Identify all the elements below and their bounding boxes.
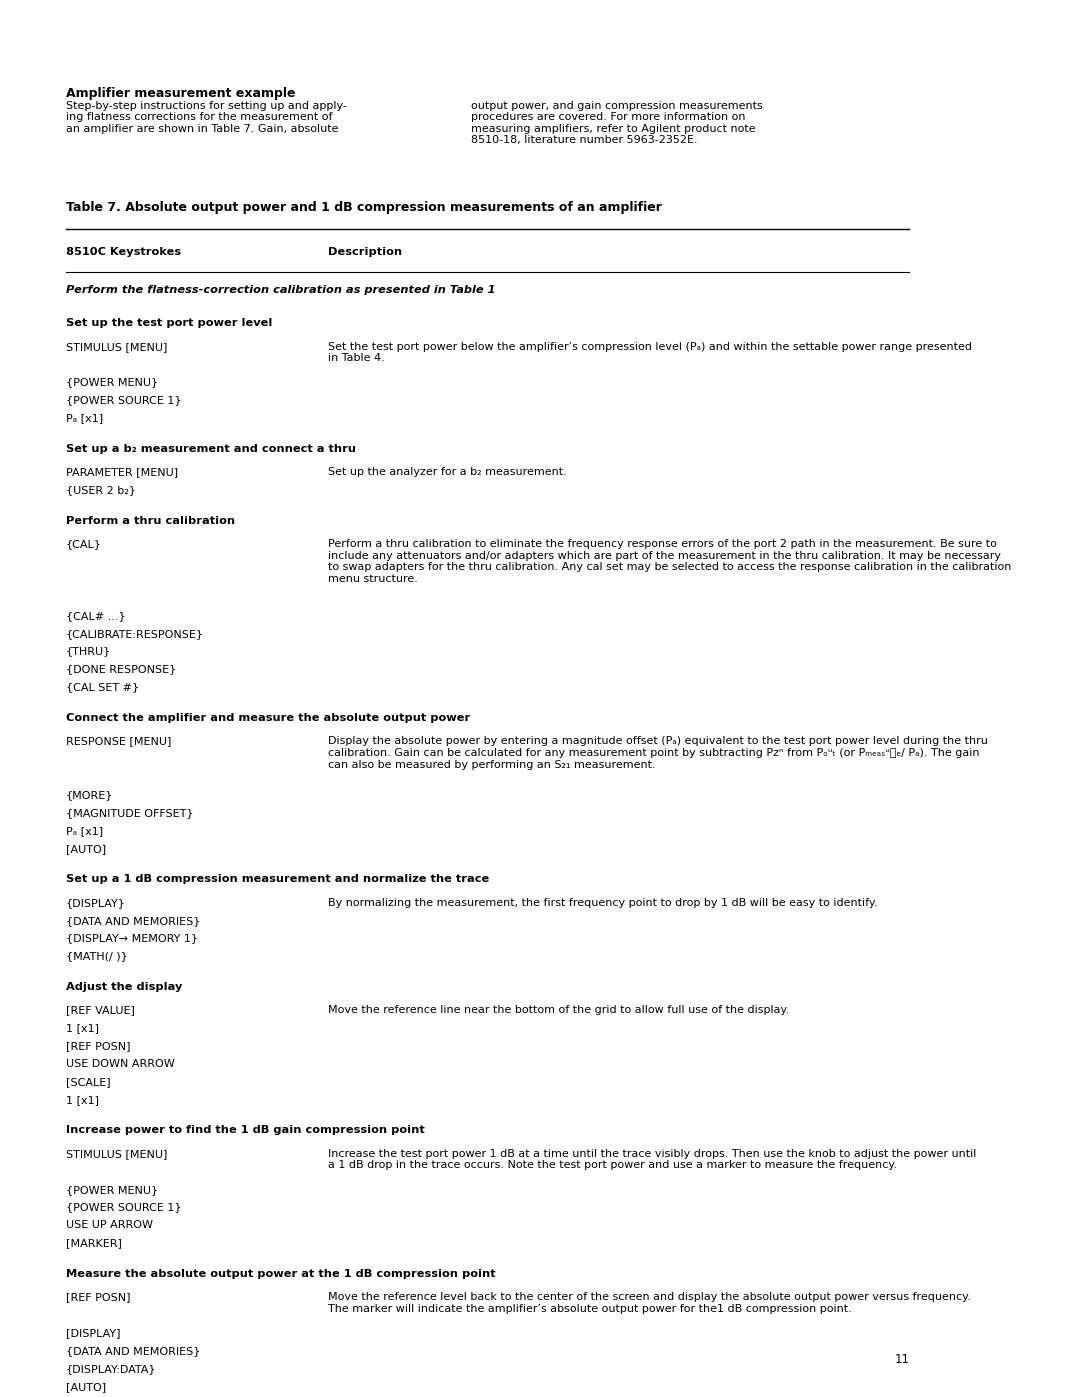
Text: [REF POSN]: [REF POSN] [66, 1041, 131, 1051]
Text: 1 [x1]: 1 [x1] [66, 1095, 99, 1105]
Text: Set the test port power below the amplifier’s compression level (Pₐ) and within : Set the test port power below the amplif… [328, 342, 972, 363]
Text: Pₐ [x1]: Pₐ [x1] [66, 414, 103, 423]
Text: Table 7. Absolute output power and 1 dB compression measurements of an amplifier: Table 7. Absolute output power and 1 dB … [66, 201, 662, 214]
Text: Step-by-step instructions for setting up and apply-
ing flatness corrections for: Step-by-step instructions for setting up… [66, 101, 347, 134]
Text: Set up a b₂ measurement and connect a thru: Set up a b₂ measurement and connect a th… [66, 444, 356, 454]
Text: {DONE RESPONSE}: {DONE RESPONSE} [66, 665, 176, 675]
Text: 1 [x1]: 1 [x1] [66, 1024, 99, 1034]
Text: {MAGNITUDE OFFSET}: {MAGNITUDE OFFSET} [66, 807, 193, 817]
Text: {POWER MENU}: {POWER MENU} [66, 377, 158, 387]
Text: {POWER MENU}: {POWER MENU} [66, 1185, 158, 1194]
Text: {DISPLAY:DATA}: {DISPLAY:DATA} [66, 1363, 157, 1373]
Text: Set up the test port power level: Set up the test port power level [66, 319, 272, 328]
Text: 11: 11 [894, 1354, 909, 1366]
Text: PARAMETER [MENU]: PARAMETER [MENU] [66, 468, 178, 478]
Text: Increase the test port power 1 dB at a time until the trace visibly drops. Then : Increase the test port power 1 dB at a t… [328, 1148, 976, 1171]
Text: [AUTO]: [AUTO] [66, 844, 106, 854]
Text: USE DOWN ARROW: USE DOWN ARROW [66, 1059, 175, 1069]
Text: Set up a 1 dB compression measurement and normalize the trace: Set up a 1 dB compression measurement an… [66, 875, 489, 884]
Text: {POWER SOURCE 1}: {POWER SOURCE 1} [66, 395, 181, 405]
Text: Amplifier measurement example: Amplifier measurement example [66, 87, 296, 99]
Text: {CAL SET #}: {CAL SET #} [66, 682, 139, 693]
Text: {CALIBRATE:RESPONSE}: {CALIBRATE:RESPONSE} [66, 629, 204, 638]
Text: Measure the absolute output power at the 1 dB compression point: Measure the absolute output power at the… [66, 1268, 496, 1278]
Text: {DISPLAY}: {DISPLAY} [66, 898, 126, 908]
Text: [REF VALUE]: [REF VALUE] [66, 1006, 135, 1016]
Text: Pₐ [x1]: Pₐ [x1] [66, 826, 103, 835]
Text: {DISPLAY→ MEMORY 1}: {DISPLAY→ MEMORY 1} [66, 933, 198, 943]
Text: {THRU}: {THRU} [66, 647, 111, 657]
Text: Perform the flatness-correction calibration as presented in Table 1: Perform the flatness-correction calibrat… [66, 285, 496, 295]
Text: RESPONSE [MENU]: RESPONSE [MENU] [66, 736, 172, 746]
Text: {MATH(/ )}: {MATH(/ )} [66, 951, 127, 961]
Text: {DATA AND MEMORIES}: {DATA AND MEMORIES} [66, 915, 200, 926]
Text: output power, and gain compression measurements
procedures are covered. For more: output power, and gain compression measu… [471, 101, 762, 145]
Text: Connect the amplifier and measure the absolute output power: Connect the amplifier and measure the ab… [66, 712, 470, 722]
Text: [DISPLAY]: [DISPLAY] [66, 1329, 121, 1338]
Text: USE UP ARROW: USE UP ARROW [66, 1221, 153, 1231]
Text: {POWER SOURCE 1}: {POWER SOURCE 1} [66, 1203, 181, 1213]
Text: Display the absolute power by entering a magnitude offset (Pₐ) equivalent to the: Display the absolute power by entering a… [328, 736, 988, 770]
Text: STIMULUS [MENU]: STIMULUS [MENU] [66, 342, 167, 352]
Text: Perform a thru calibration to eliminate the frequency response errors of the por: Perform a thru calibration to eliminate … [328, 539, 1011, 584]
Text: {CAL}: {CAL} [66, 539, 102, 549]
Text: {MORE}: {MORE} [66, 791, 113, 800]
Text: Move the reference line near the bottom of the grid to allow full use of the dis: Move the reference line near the bottom … [328, 1006, 789, 1016]
Text: Set up the analyzer for a b₂ measurement.: Set up the analyzer for a b₂ measurement… [328, 468, 567, 478]
Text: By normalizing the measurement, the first frequency point to drop by 1 dB will b: By normalizing the measurement, the firs… [328, 898, 877, 908]
Text: {CAL# ...}: {CAL# ...} [66, 610, 125, 620]
Text: {USER 2 b₂}: {USER 2 b₂} [66, 485, 136, 495]
Text: 8510C Keystrokes: 8510C Keystrokes [66, 247, 181, 257]
Text: Move the reference level back to the center of the screen and display the absolu: Move the reference level back to the cen… [328, 1292, 971, 1315]
Text: Description: Description [328, 247, 402, 257]
Text: Adjust the display: Adjust the display [66, 982, 183, 992]
Text: [MARKER]: [MARKER] [66, 1238, 122, 1249]
Text: [REF POSN]: [REF POSN] [66, 1292, 131, 1302]
Text: [SCALE]: [SCALE] [66, 1077, 110, 1087]
Text: Perform a thru calibration: Perform a thru calibration [66, 515, 235, 525]
Text: {DATA AND MEMORIES}: {DATA AND MEMORIES} [66, 1347, 200, 1356]
Text: STIMULUS [MENU]: STIMULUS [MENU] [66, 1148, 167, 1160]
Text: [AUTO]: [AUTO] [66, 1382, 106, 1391]
Text: Increase power to find the 1 dB gain compression point: Increase power to find the 1 dB gain com… [66, 1126, 424, 1136]
